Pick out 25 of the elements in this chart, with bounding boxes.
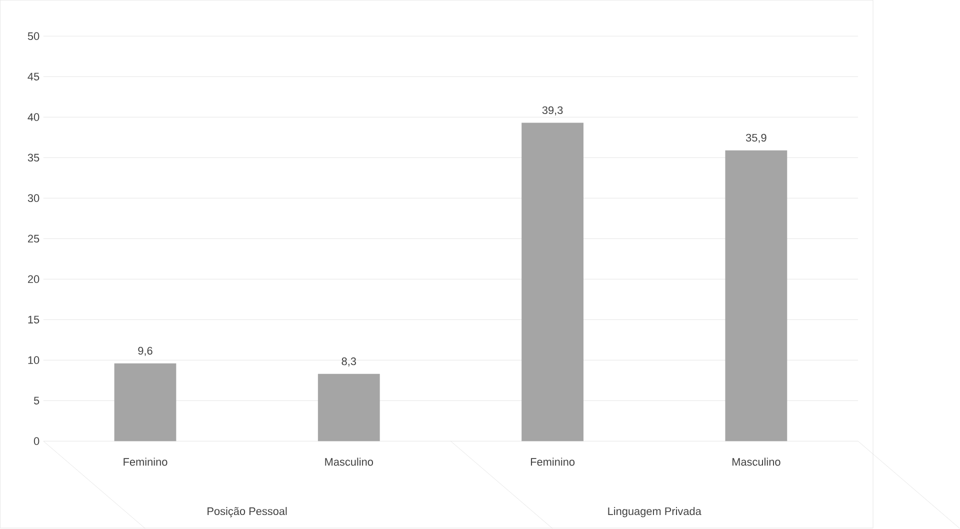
y-tick-label: 5 <box>34 396 40 405</box>
text: Posição Pessoal <box>208 507 287 518</box>
x-tick-label: Feminino <box>530 458 575 466</box>
x-tick-label: Masculino <box>732 458 780 466</box>
data-label: 39,3 <box>542 106 563 116</box>
y-tick-label: 40 <box>28 113 40 122</box>
bar <box>522 122 584 442</box>
text: Linguagem Privada <box>608 507 702 518</box>
y-tick-label: 30 <box>28 194 40 202</box>
x-tick-label: Feminino <box>124 458 168 466</box>
bar <box>114 364 176 442</box>
y-tick-label: 15 <box>28 316 40 324</box>
bar <box>725 150 788 442</box>
data-label: 9,6 <box>138 347 152 356</box>
y-tick-label: 45 <box>28 72 40 81</box>
data-label: 35,9 <box>746 134 766 144</box>
y-tick-label: 10 <box>28 356 40 364</box>
data-label: 8,3 <box>342 358 356 367</box>
y-tick-label: 20 <box>28 275 40 284</box>
y-tick-label: 35 <box>28 154 40 162</box>
y-tick-label: 50 <box>28 32 40 40</box>
bar <box>318 374 380 442</box>
x-tick-label: Masculino <box>325 458 374 466</box>
y-tick-label: 0 <box>34 437 40 446</box>
y-tick-label: 25 <box>28 234 40 243</box>
